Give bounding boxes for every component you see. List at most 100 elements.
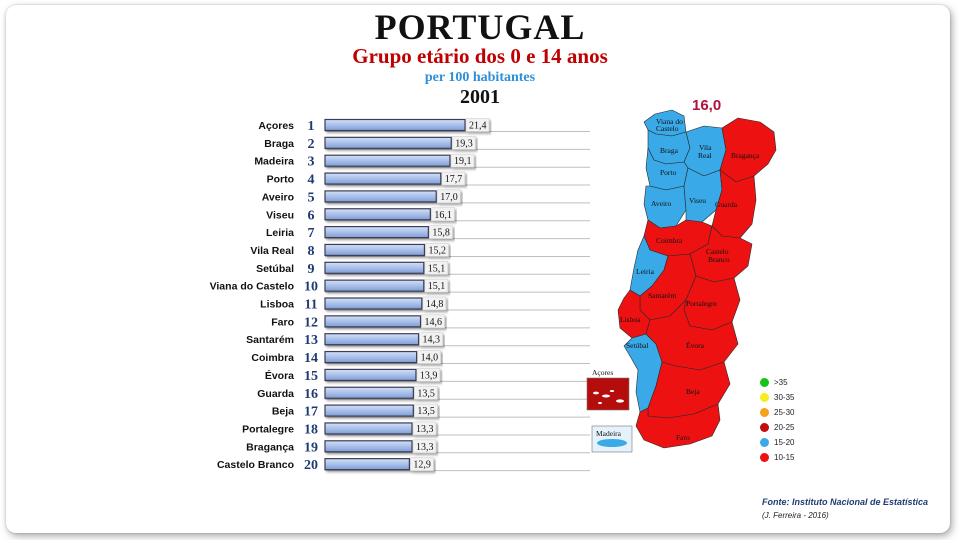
legend-item: >35 <box>760 375 794 390</box>
category-label: Madeira <box>254 156 294 168</box>
map-label-guarda: Guarda <box>715 200 738 209</box>
legend-swatch <box>760 378 769 387</box>
bar <box>324 261 425 274</box>
value-label-box <box>422 296 447 311</box>
category-label: Viana do Castelo <box>210 281 294 293</box>
category-label: Castelo Branco <box>217 459 294 471</box>
rank-number: 12 <box>304 315 318 330</box>
map-label-castelo-branco: Castelo <box>706 247 729 256</box>
rank-number: 15 <box>304 369 318 384</box>
map-label-madeira: Madeira <box>596 429 622 438</box>
category-label: Lisboa <box>260 299 294 311</box>
value-label-box <box>412 439 437 454</box>
map-label-faro: Faro <box>676 433 690 442</box>
bar <box>324 118 466 132</box>
category-label: Vila Real <box>250 245 294 257</box>
rank-number: 18 <box>304 422 318 437</box>
value-label-box <box>431 207 455 222</box>
value-label: 13,5 <box>417 406 435 417</box>
value-label-box <box>417 350 441 364</box>
category-label: Santarém <box>246 334 294 346</box>
value-label-box <box>441 171 466 186</box>
legend-item: 20-25 <box>760 420 794 435</box>
bar <box>324 333 420 346</box>
bar <box>324 243 426 257</box>
bar <box>324 350 418 364</box>
category-label: Beja <box>272 406 294 418</box>
map-label-braga: Braga <box>660 146 679 155</box>
page-title: PORTUGAL <box>374 7 586 47</box>
value-label: 14,6 <box>425 317 443 328</box>
rank-number: 7 <box>308 226 315 241</box>
value-label: 13,9 <box>420 370 438 381</box>
map-label-braganca: Bragança <box>731 151 760 160</box>
map-label-viana-do-castelo: Viana do <box>656 117 683 126</box>
value-label-box <box>412 421 437 436</box>
value-label: 19,1 <box>454 156 472 167</box>
map-label-porto: Porto <box>660 168 677 177</box>
value-label-box <box>429 225 453 239</box>
map-label-acores: Açores <box>592 368 613 377</box>
year-label: 2001 <box>460 86 500 108</box>
bar <box>324 440 413 453</box>
rank-number: 9 <box>308 262 315 277</box>
category-label: Viseu <box>266 209 294 221</box>
category-label: Leiria <box>266 227 294 239</box>
value-label: 15,2 <box>428 245 446 256</box>
value-label-box <box>451 136 476 150</box>
legend-label: 20-25 <box>774 423 795 432</box>
value-label: 12,9 <box>413 460 431 471</box>
value-label: 14,8 <box>426 299 444 310</box>
value-label: 15,1 <box>428 263 446 274</box>
bar <box>324 172 442 185</box>
map-label-aveiro: Aveiro <box>651 199 672 208</box>
legend-swatch <box>760 423 769 432</box>
national-value: 16,0 <box>692 97 722 114</box>
category-label: Braga <box>264 138 294 150</box>
rank-number: 10 <box>304 280 318 295</box>
value-label: 15,1 <box>428 281 446 292</box>
value-label-box <box>465 118 490 132</box>
map-label-lisboa: Lisboa <box>620 315 641 324</box>
legend-label: 25-30 <box>774 408 795 417</box>
value-label: 13,3 <box>416 424 434 435</box>
rank-number: 13 <box>304 333 318 348</box>
rank-number: 6 <box>308 208 315 223</box>
rank-number: 5 <box>308 190 315 205</box>
rank-number: 8 <box>308 244 315 259</box>
map-label-viana-do-castelo-2: Castelo <box>656 124 679 133</box>
map-label-viseu: Viseu <box>689 196 706 205</box>
rank-number: 1 <box>308 119 315 134</box>
value-label-box <box>424 260 449 275</box>
author-credit: (J. Ferreira - 2016) <box>762 511 829 520</box>
value-label-box <box>419 332 443 347</box>
category-label: Porto <box>267 174 294 186</box>
category-label: Setúbal <box>256 263 294 275</box>
bar <box>324 386 414 399</box>
bar <box>324 226 429 239</box>
value-label-box <box>410 457 434 471</box>
legend-item: 25-30 <box>760 405 794 420</box>
map-label-portalegre: Portalegre <box>686 299 717 308</box>
map-label-leiria: Leiria <box>636 267 655 276</box>
rank-number: 17 <box>304 405 318 420</box>
bar <box>324 208 431 221</box>
acores-islands <box>593 390 624 404</box>
value-label: 16,1 <box>434 210 452 221</box>
category-label: Portalegre <box>242 423 294 435</box>
map-label-setubal: Setúbal <box>626 341 649 350</box>
madeira-island <box>597 439 627 447</box>
bar <box>324 136 452 149</box>
district-evora <box>645 299 739 371</box>
value-label-box <box>416 368 441 382</box>
value-label-box <box>414 403 438 418</box>
value-label-box <box>421 314 445 329</box>
category-label: Évora <box>265 369 294 382</box>
legend-swatch <box>760 453 769 462</box>
legend-label: 15-20 <box>774 438 795 447</box>
rank-number: 16 <box>304 387 318 402</box>
bar <box>324 458 410 471</box>
map-label-vila-real-2: Real <box>698 151 712 160</box>
